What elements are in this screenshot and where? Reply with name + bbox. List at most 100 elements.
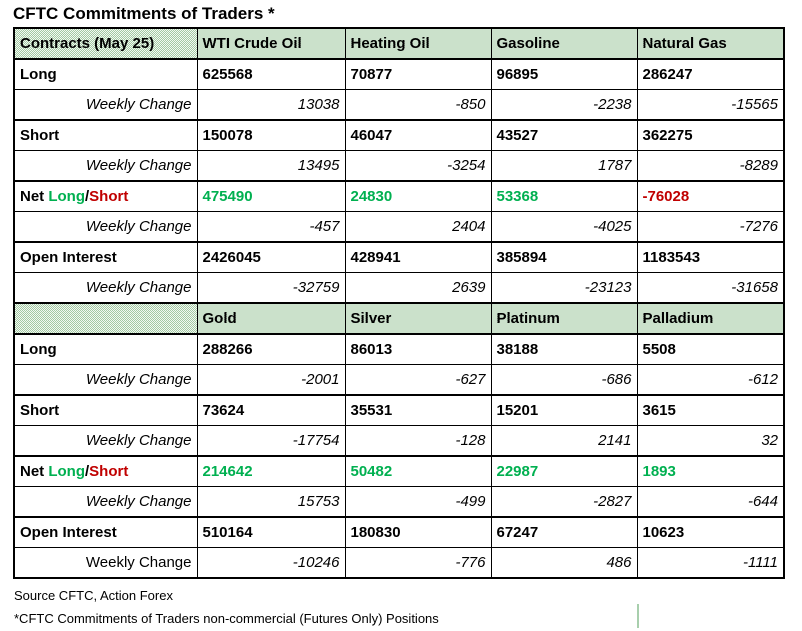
energy-header-row: Contracts (May 25) WTI Crude Oil Heating…: [13, 27, 785, 60]
change-value-cell: -644: [636, 486, 785, 518]
change-value-cell: -3254: [344, 150, 492, 182]
value-cell: 73624: [196, 394, 346, 426]
value-cell: 1183543: [636, 241, 785, 273]
value-cell: 286247: [636, 58, 785, 90]
change-value-cell: -1111: [636, 547, 785, 579]
row-label-cell: Weekly Change: [13, 211, 198, 243]
change-value-cell: 486: [490, 547, 638, 579]
change-value-cell: -31658: [636, 272, 785, 304]
table-row-open-interest: Open Interest 510164 180830 67247 10623: [13, 516, 785, 548]
header-cell-wti: WTI Crude Oil: [196, 27, 346, 60]
table-row-weekly-change: Weekly Change -10246 -776 486 -1111: [13, 547, 785, 579]
change-value-cell: -457: [196, 211, 346, 243]
value-cell: 288266: [196, 333, 346, 365]
row-label-cell: Long: [13, 58, 198, 90]
net-value-cell: 214642: [196, 455, 346, 487]
value-cell: 385894: [490, 241, 638, 273]
stray-vertical-line: [637, 604, 639, 628]
value-cell: 3615: [636, 394, 785, 426]
value-cell: 428941: [344, 241, 492, 273]
net-label-prefix: Net: [20, 188, 49, 205]
row-label-cell: Long: [13, 333, 198, 365]
header-cell-gasoline: Gasoline: [490, 27, 638, 60]
metals-header-spacer: [13, 302, 198, 335]
header-cell-natural-gas: Natural Gas: [636, 27, 785, 60]
change-value-cell: -10246: [196, 547, 346, 579]
table-row-short: Short 150078 46047 43527 362275: [13, 119, 785, 151]
row-label-cell: Short: [13, 119, 198, 151]
table-row-long: Long 288266 86013 38188 5508: [13, 333, 785, 365]
change-value-cell: -686: [490, 364, 638, 396]
table-row-net-long-short: Net Long/Short 214642 50482 22987 1893: [13, 455, 785, 487]
change-value-cell: -499: [344, 486, 492, 518]
value-cell: 70877: [344, 58, 492, 90]
row-label-cell: Open Interest: [13, 516, 198, 548]
net-value-cell: 1893: [636, 455, 785, 487]
change-value-cell: 32: [636, 425, 785, 457]
change-value-cell: 1787: [490, 150, 638, 182]
change-value-cell: -2001: [196, 364, 346, 396]
table-row-weekly-change: Weekly Change 13495 -3254 1787 -8289: [13, 150, 785, 182]
row-label-cell: Weekly Change: [13, 364, 198, 396]
net-label-short: Short: [89, 188, 129, 205]
change-value-cell: -776: [344, 547, 492, 579]
row-label-cell: Short: [13, 394, 198, 426]
table-row-weekly-change: Weekly Change 13038 -850 -2238 -15565: [13, 89, 785, 121]
value-cell: 35531: [344, 394, 492, 426]
net-label-long: Long: [48, 188, 85, 205]
row-label-cell: Weekly Change: [13, 547, 198, 579]
header-cell-gold: Gold: [196, 302, 346, 335]
net-label-short: Short: [89, 463, 129, 480]
table-row-short: Short 73624 35531 15201 3615: [13, 394, 785, 426]
change-value-cell: 13038: [196, 89, 346, 121]
header-cell-palladium: Palladium: [636, 302, 785, 335]
net-label-slash: /: [85, 188, 90, 205]
metals-header-row: Gold Silver Platinum Palladium: [13, 302, 785, 335]
row-label-cell: Weekly Change: [13, 150, 198, 182]
value-cell: 150078: [196, 119, 346, 151]
change-value-cell: -612: [636, 364, 785, 396]
change-value-cell: -17754: [196, 425, 346, 457]
header-cell-contracts: Contracts (May 25): [13, 27, 198, 60]
change-value-cell: -7276: [636, 211, 785, 243]
net-value-cell: 24830: [344, 180, 492, 212]
table-row-net-long-short: Net Long/Short 475490 24830 53368 -76028: [13, 180, 785, 212]
table-row-weekly-change: Weekly Change -32759 2639 -23123 -31658: [13, 272, 785, 304]
source-text: Source CFTC, Action Forex: [14, 588, 173, 603]
net-label-slash: /: [85, 463, 90, 480]
change-value-cell: 13495: [196, 150, 346, 182]
net-label-prefix: Net: [20, 463, 49, 480]
header-cell-platinum: Platinum: [490, 302, 638, 335]
change-value-cell: -128: [344, 425, 492, 457]
value-cell: 10623: [636, 516, 785, 548]
value-cell: 96895: [490, 58, 638, 90]
net-value-cell: 50482: [344, 455, 492, 487]
value-cell: 510164: [196, 516, 346, 548]
table-row-weekly-change: Weekly Change -457 2404 -4025 -7276: [13, 211, 785, 243]
value-cell: 5508: [636, 333, 785, 365]
value-cell: 67247: [490, 516, 638, 548]
footnote-text: *CFTC Commitments of Traders non-commerc…: [14, 611, 439, 626]
change-value-cell: 15753: [196, 486, 346, 518]
cot-table: Contracts (May 25) WTI Crude Oil Heating…: [13, 27, 785, 579]
change-value-cell: 2404: [344, 211, 492, 243]
table-row-weekly-change: Weekly Change 15753 -499 -2827 -644: [13, 486, 785, 518]
net-value-cell: 22987: [490, 455, 638, 487]
page-title: CFTC Commitments of Traders *: [13, 4, 275, 23]
change-value-cell: -2238: [490, 89, 638, 121]
value-cell: 362275: [636, 119, 785, 151]
value-cell: 180830: [344, 516, 492, 548]
table-row-weekly-change: Weekly Change -2001 -627 -686 -612: [13, 364, 785, 396]
value-cell: 2426045: [196, 241, 346, 273]
row-label-cell-net: Net Long/Short: [13, 455, 198, 487]
row-label-cell-net: Net Long/Short: [13, 180, 198, 212]
value-cell: 43527: [490, 119, 638, 151]
net-value-cell: 53368: [490, 180, 638, 212]
change-value-cell: -627: [344, 364, 492, 396]
change-value-cell: -15565: [636, 89, 785, 121]
change-value-cell: -2827: [490, 486, 638, 518]
change-value-cell: 2639: [344, 272, 492, 304]
net-value-cell: -76028: [636, 180, 785, 212]
table-row-long: Long 625568 70877 96895 286247: [13, 58, 785, 90]
value-cell: 38188: [490, 333, 638, 365]
